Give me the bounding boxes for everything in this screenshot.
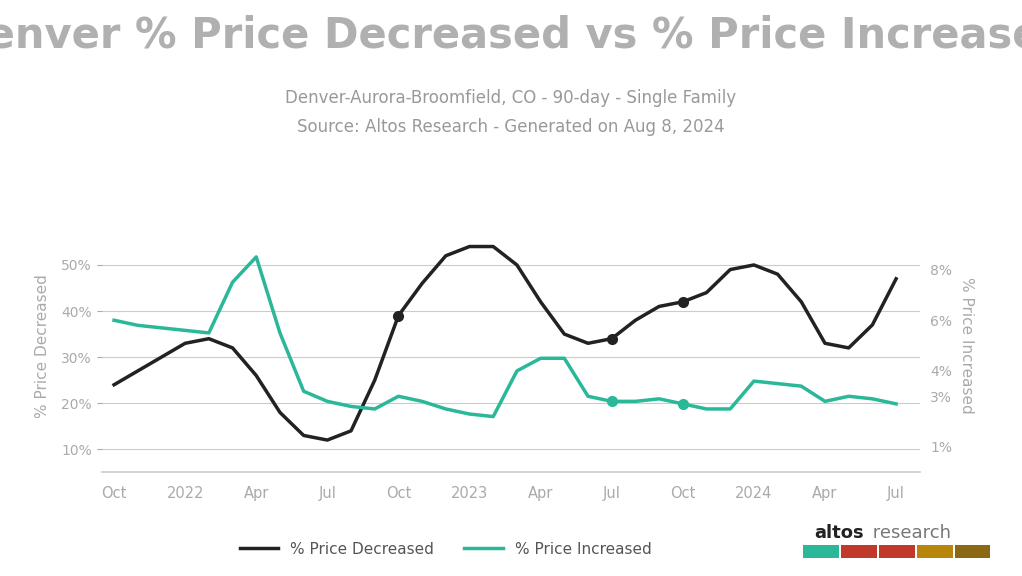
Text: Denver-Aurora-Broomfield, CO - 90-day - Single Family: Denver-Aurora-Broomfield, CO - 90-day - … <box>285 89 737 107</box>
Text: altos: altos <box>814 524 864 542</box>
Legend: % Price Decreased, % Price Increased: % Price Decreased, % Price Increased <box>233 536 658 563</box>
Y-axis label: % Price Decreased: % Price Decreased <box>35 274 50 418</box>
Text: Denver % Price Decreased vs % Price Increased: Denver % Price Decreased vs % Price Incr… <box>0 14 1022 56</box>
Text: Source: Altos Research - Generated on Aug 8, 2024: Source: Altos Research - Generated on Au… <box>297 118 725 136</box>
Y-axis label: % Price Increased: % Price Increased <box>960 277 974 414</box>
Text: research: research <box>867 524 950 542</box>
